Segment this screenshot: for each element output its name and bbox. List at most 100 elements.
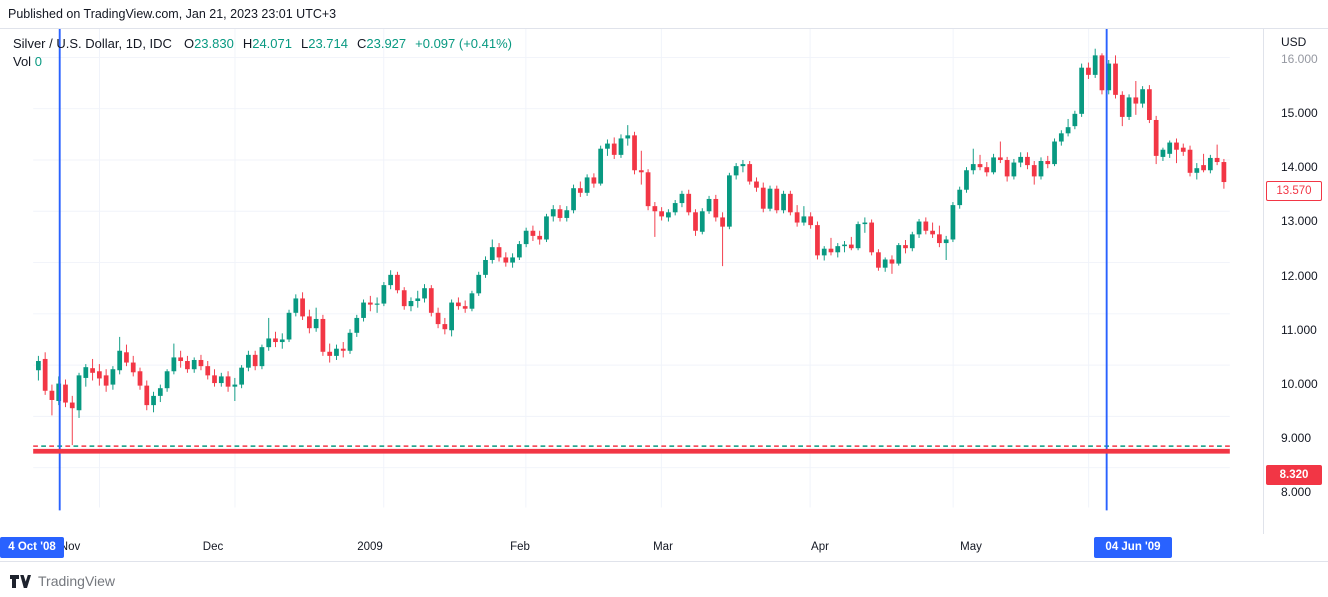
candle-body xyxy=(632,135,637,171)
candle-body xyxy=(401,290,407,307)
candle-body xyxy=(760,187,766,209)
candle-body xyxy=(1201,165,1206,171)
candle-body xyxy=(876,252,881,268)
price-tick-label: 14.000 xyxy=(1281,160,1318,175)
time-tick-label: Mar xyxy=(653,541,673,553)
candle-body xyxy=(503,257,509,263)
price-tick-label: 15.000 xyxy=(1281,106,1318,121)
candle-body xyxy=(699,211,705,232)
candle-body xyxy=(828,248,834,253)
chart-area: Silver / U.S. Dollar, 1D, IDC O23.830 H24.… xyxy=(0,28,1328,597)
candle-body xyxy=(977,164,983,168)
candle-body xyxy=(1011,162,1017,177)
candle-body xyxy=(869,222,875,253)
candle-body xyxy=(937,234,942,244)
candle-body xyxy=(96,371,102,379)
candle-body xyxy=(279,339,285,343)
candle-body xyxy=(1031,165,1037,177)
candle-body xyxy=(266,338,272,348)
volume-label: Vol xyxy=(13,54,32,69)
candle-body xyxy=(896,245,902,264)
candle-body xyxy=(259,347,265,367)
candle-body xyxy=(49,390,55,400)
candle-body xyxy=(361,302,366,318)
candle-body xyxy=(510,257,515,263)
candle-body xyxy=(320,318,326,352)
candle-body xyxy=(117,350,123,371)
candlestick-chart[interactable] xyxy=(0,29,1263,534)
price-axis[interactable]: USD 13.570 8.320 16.000 15.000 14.000 13.00… xyxy=(1263,29,1328,560)
time-axis[interactable]: 4 Oct '08 04 Jun '09 Nov Dec 2009 Feb Mar Apr… xyxy=(0,534,1328,562)
candle-body xyxy=(334,348,339,356)
candle-body xyxy=(889,259,895,264)
candle-body xyxy=(63,384,68,403)
candle-body xyxy=(489,247,495,260)
candle-body xyxy=(672,203,678,213)
candle-body xyxy=(720,217,725,227)
candle-body xyxy=(293,298,299,313)
candle-body xyxy=(652,206,658,212)
candle-body xyxy=(1025,156,1030,166)
ohlc-close: C23.927 xyxy=(356,36,407,51)
candle-body xyxy=(367,302,373,305)
candle-body xyxy=(171,357,177,372)
candle-body xyxy=(191,359,197,370)
price-tick-label: 9.000 xyxy=(1281,430,1312,445)
candle-body xyxy=(747,164,753,182)
candle-body xyxy=(815,225,820,256)
time-tick-label: Dec xyxy=(202,541,224,553)
candle-body xyxy=(557,209,563,218)
chart-legend[interactable]: Silver / U.S. Dollar, 1D, IDC O23.830 H24.… xyxy=(13,35,512,71)
candle-body xyxy=(1045,161,1051,165)
candle-body xyxy=(571,188,576,211)
candle-body xyxy=(442,324,448,330)
volume-value: 0 xyxy=(34,54,42,69)
candle-body xyxy=(1153,119,1159,156)
hline-price-badge: 8.320 xyxy=(1266,464,1322,485)
candle-body xyxy=(591,177,597,184)
candle-body xyxy=(476,274,482,294)
candle-body xyxy=(137,371,143,386)
tradingview-logo-text[interactable]: TradingView xyxy=(38,573,116,589)
candle-body xyxy=(456,302,461,307)
candle-body xyxy=(76,375,82,411)
candle-body xyxy=(313,318,319,329)
candle-body xyxy=(415,298,421,302)
candle-body xyxy=(787,193,793,213)
candle-body xyxy=(1221,162,1227,183)
time-tick-label: Nov xyxy=(59,541,81,553)
candle-body xyxy=(69,402,75,409)
candle-body xyxy=(1092,55,1098,75)
candle-body xyxy=(56,383,62,402)
time-tick-label: May xyxy=(960,541,982,553)
candle-body xyxy=(645,172,651,207)
candle-body xyxy=(1099,55,1105,91)
candle-body xyxy=(164,371,170,389)
candle-body xyxy=(462,306,468,309)
candle-body xyxy=(42,358,48,391)
price-tick-label: 12.000 xyxy=(1281,268,1318,283)
candle-body xyxy=(151,395,156,406)
candle-body xyxy=(1113,63,1118,95)
symbol-title[interactable]: Silver / U.S. Dollar, 1D, IDC xyxy=(13,36,172,51)
footer-branding: TradingView xyxy=(10,569,115,593)
candle-body xyxy=(1147,89,1152,120)
candle-body xyxy=(943,239,949,244)
date-badge-right: 04 Jun '09 xyxy=(1094,537,1172,558)
candle-body xyxy=(1018,156,1024,163)
candle-body xyxy=(340,348,346,351)
candle-body xyxy=(218,376,224,384)
candle-body xyxy=(577,188,583,193)
candle-body xyxy=(1174,142,1179,150)
tradingview-logo-icon[interactable] xyxy=(10,574,31,589)
candle-body xyxy=(483,259,488,275)
time-tick-label: Feb xyxy=(510,541,530,553)
candle-body xyxy=(584,177,590,193)
candle-body xyxy=(1214,157,1220,163)
last-price-badge: 13.570 xyxy=(1266,180,1322,201)
candle-body xyxy=(1119,94,1125,117)
candle-body xyxy=(110,369,116,385)
candle-body xyxy=(740,164,746,167)
candle-body xyxy=(246,354,251,368)
candle-body xyxy=(1133,97,1139,104)
